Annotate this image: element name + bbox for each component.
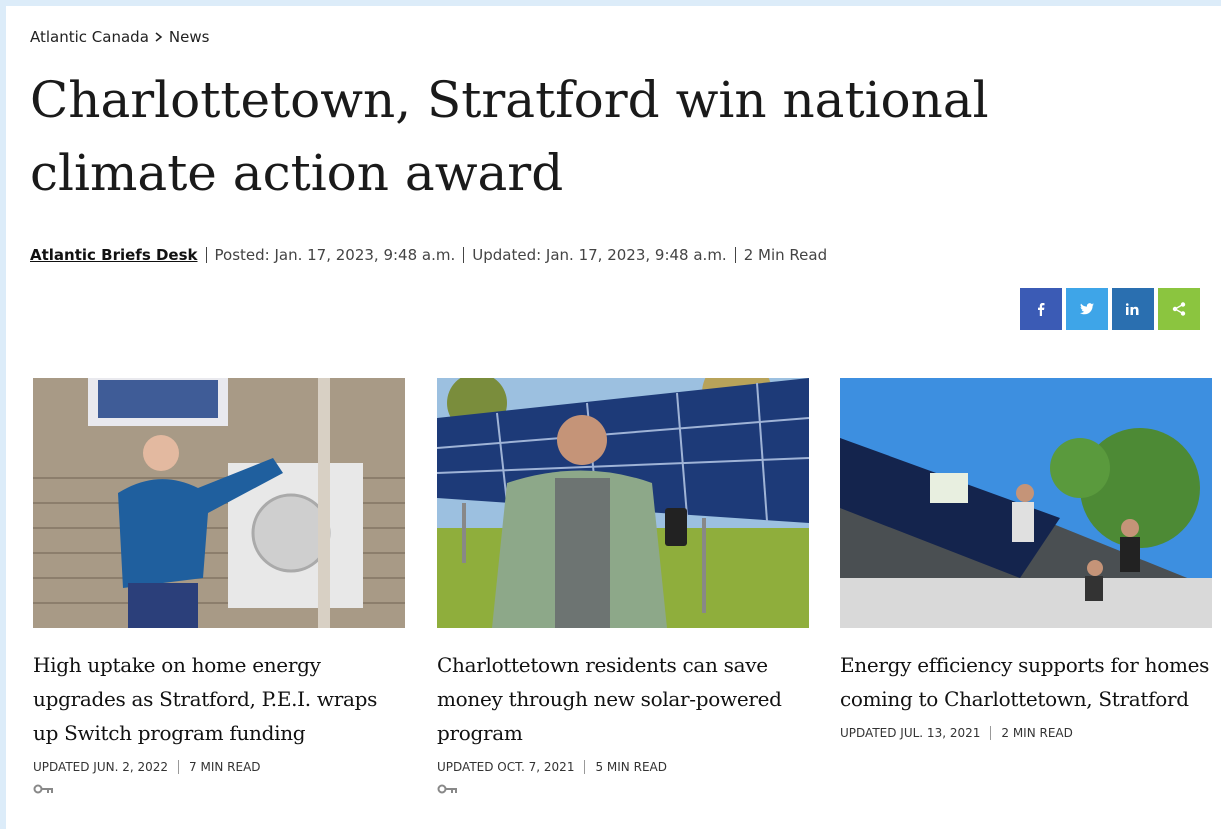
- story-meta: UPDATED OCT. 7, 2021 5 MIN READ: [437, 760, 809, 774]
- story-meta: UPDATED JUL. 13, 2021 2 MIN READ: [840, 726, 1212, 740]
- breadcrumb-link[interactable]: News: [168, 28, 210, 46]
- story-image: [437, 378, 809, 628]
- story-card[interactable]: Energy efficiency supports for homes com…: [840, 378, 1212, 740]
- story-meta: UPDATED JUN. 2, 2022 7 MIN READ: [33, 760, 405, 774]
- story-read-time: 5 MIN READ: [584, 760, 667, 774]
- twitter-button[interactable]: [1066, 288, 1108, 330]
- updated: Updated: Jan. 17, 2023, 9:48 a.m.: [463, 247, 734, 263]
- story-card[interactable]: High uptake on home energy upgrades as S…: [33, 378, 405, 798]
- subscriber-key-icon: [33, 784, 53, 794]
- story-updated: UPDATED JUL. 13, 2021: [840, 726, 981, 740]
- chevron: [155, 32, 163, 42]
- read-time: 2 Min Read: [734, 247, 835, 263]
- share-buttons: [1020, 288, 1200, 330]
- story-headline[interactable]: Charlottetown residents can save money t…: [437, 653, 782, 745]
- posted: Posted: Jan. 17, 2023, 9:48 a.m.: [205, 247, 464, 263]
- facebook-button[interactable]: [1020, 288, 1062, 330]
- subscriber-key-icon: [437, 784, 457, 794]
- article: Atlantic Canada News Charlottetown, Stra…: [6, 6, 1221, 829]
- share-button[interactable]: [1158, 288, 1200, 330]
- story-image: [33, 378, 405, 628]
- breadcrumb-link[interactable]: Atlantic Canada: [30, 28, 149, 46]
- story-read-time: 7 MIN READ: [178, 760, 261, 774]
- byline: Atlantic Briefs Desk Posted: Jan. 17, 20…: [30, 247, 835, 263]
- breadcrumb: Atlantic Canada News: [30, 28, 209, 46]
- story-image: [840, 378, 1212, 628]
- story-headline[interactable]: Energy efficiency supports for homes com…: [840, 653, 1210, 711]
- story-updated: UPDATED JUN. 2, 2022: [33, 760, 169, 774]
- linkedin-button[interactable]: [1112, 288, 1154, 330]
- story-read-time: 2 MIN READ: [990, 726, 1073, 740]
- author[interactable]: Atlantic Briefs Desk: [30, 246, 198, 264]
- headline: Charlottetown, Stratford win national cl…: [30, 71, 989, 202]
- story-headline[interactable]: High uptake on home energy upgrades as S…: [33, 653, 378, 745]
- story-card[interactable]: Charlottetown residents can save money t…: [437, 378, 809, 798]
- story-updated: UPDATED OCT. 7, 2021: [437, 760, 575, 774]
